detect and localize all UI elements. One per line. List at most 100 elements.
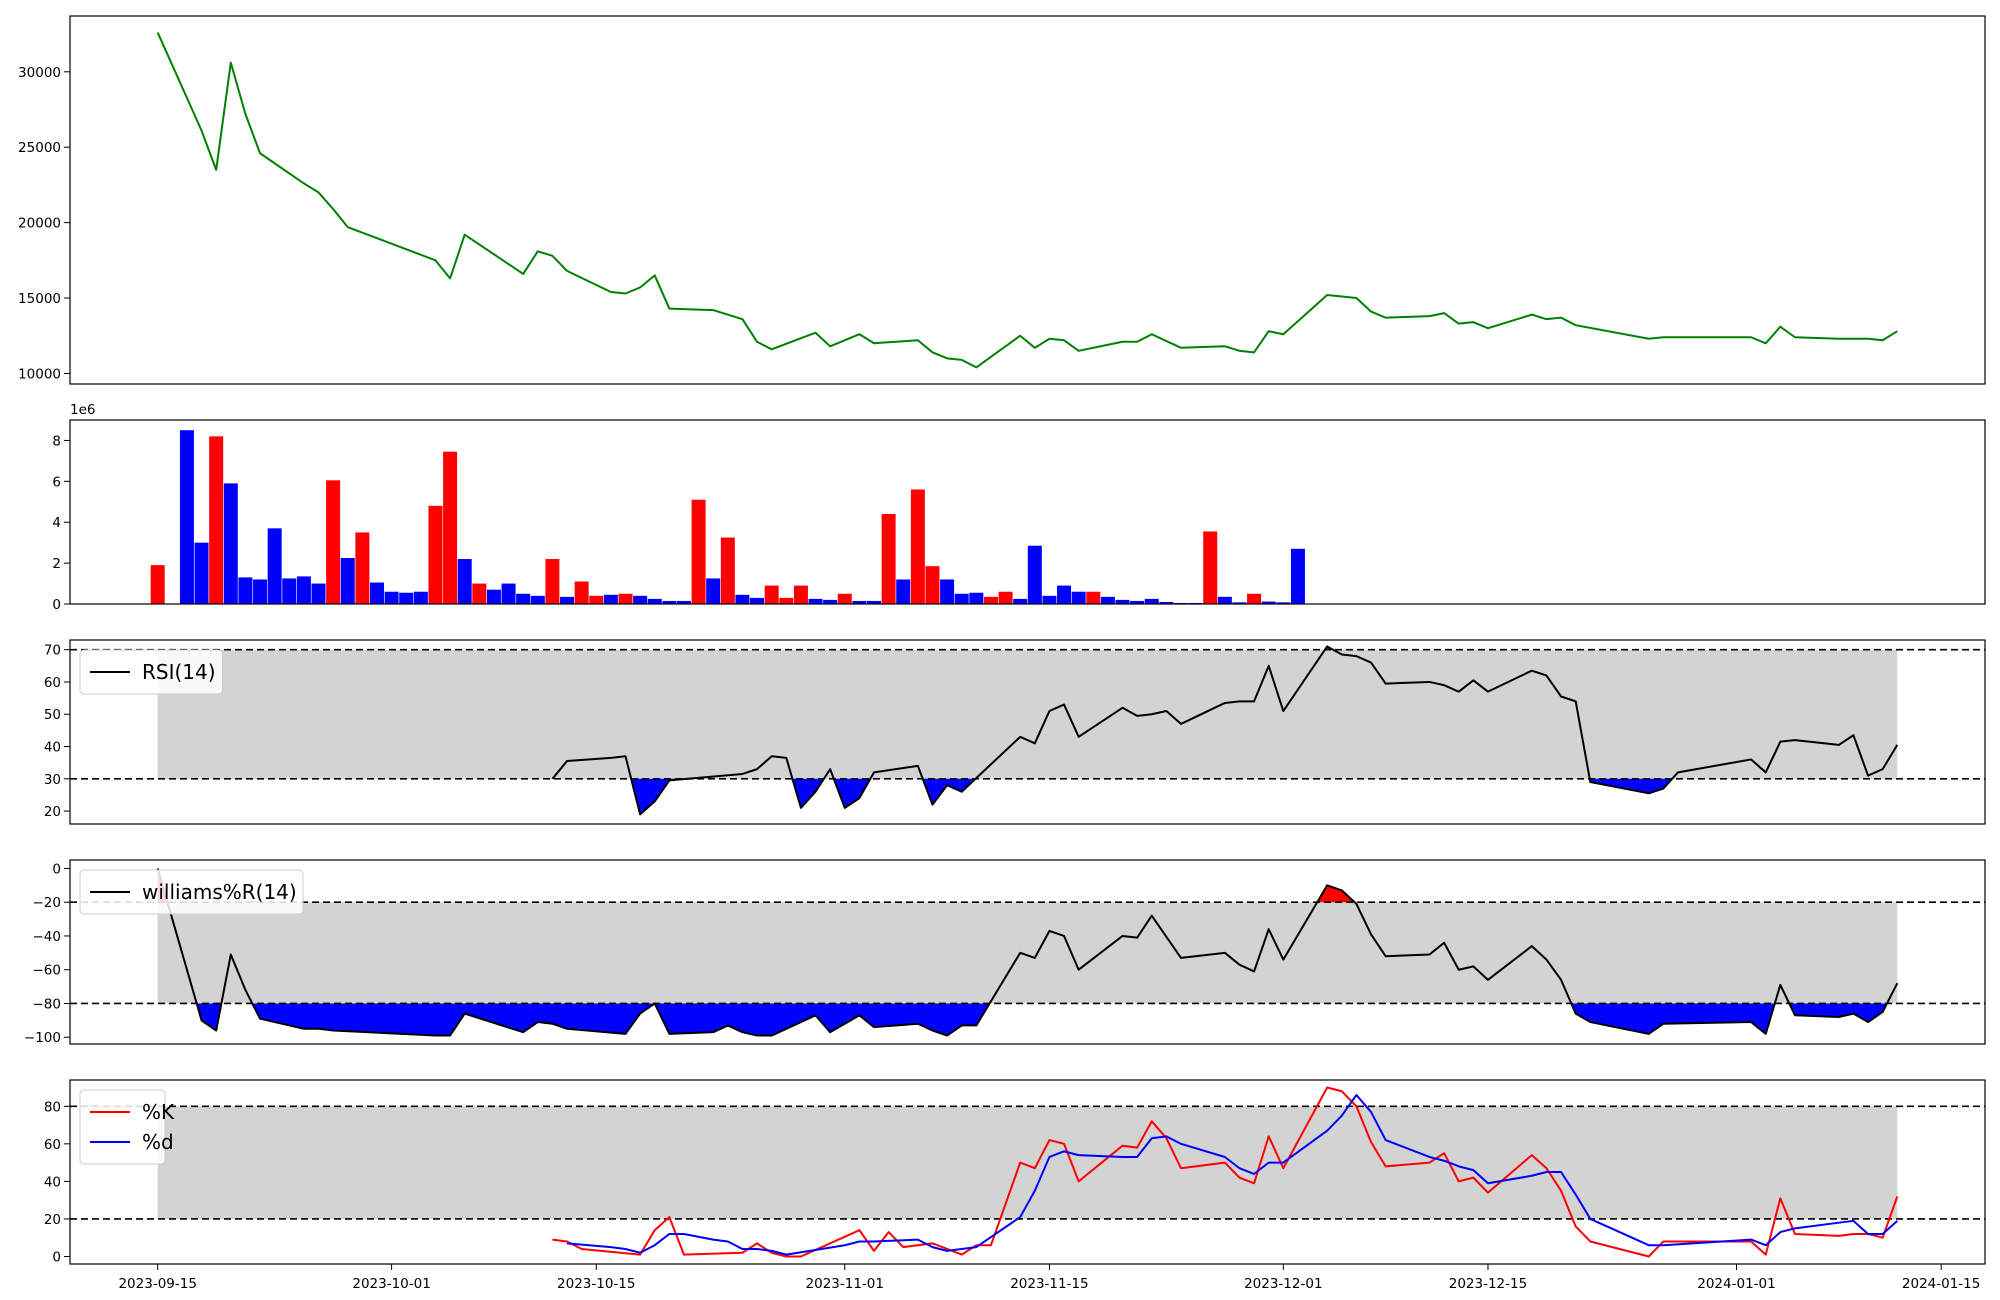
volume-bar bbox=[1276, 602, 1291, 604]
series-line-d bbox=[566, 1094, 1898, 1256]
volume-bar bbox=[223, 483, 238, 604]
legend: williams%R(14) bbox=[79, 869, 304, 915]
volume-bar bbox=[1086, 591, 1101, 604]
plot-area bbox=[70, 1086, 1985, 1258]
volume-bar bbox=[1217, 596, 1232, 604]
volume-bar bbox=[560, 596, 575, 604]
volume-bar bbox=[925, 566, 940, 604]
axes-frame bbox=[69, 859, 1986, 1045]
x-tick-label: 2024-01-01 bbox=[1697, 1276, 1775, 1292]
legend-box bbox=[79, 869, 304, 915]
axes-frame bbox=[69, 15, 1986, 385]
volume-bar bbox=[983, 596, 998, 604]
volume-bar bbox=[457, 559, 472, 604]
oversold-fill bbox=[922, 778, 976, 805]
volume-bar bbox=[881, 514, 896, 604]
volume-bar bbox=[472, 583, 487, 604]
volume-bar bbox=[750, 597, 765, 604]
volume-bar bbox=[1290, 548, 1305, 604]
volume-bar bbox=[662, 600, 677, 604]
volume-bar bbox=[1159, 601, 1174, 604]
volume-bar bbox=[1203, 531, 1218, 604]
volume-bar bbox=[603, 594, 618, 604]
volume-bar bbox=[150, 565, 165, 604]
volume-bar bbox=[530, 595, 545, 604]
volume-bar bbox=[1100, 596, 1115, 604]
volume-bar bbox=[633, 595, 648, 604]
volume-bar bbox=[808, 598, 823, 604]
y-tick-label: 10000 bbox=[18, 366, 61, 382]
y-tick-label: 20000 bbox=[18, 216, 61, 232]
y-tick-label: −40 bbox=[33, 929, 62, 945]
volume-bar bbox=[1057, 585, 1072, 604]
y-tick-label: 25000 bbox=[18, 140, 61, 156]
y-tick-label: −20 bbox=[33, 895, 62, 911]
y-tick-label: 30 bbox=[44, 772, 61, 788]
volume-bar bbox=[1261, 601, 1276, 604]
x-tick-label: 2023-11-15 bbox=[1010, 1276, 1088, 1292]
x-tick-label: 2024-01-15 bbox=[1902, 1276, 1980, 1292]
volume-bar bbox=[647, 598, 662, 604]
axes-frame bbox=[69, 1079, 1986, 1265]
y-tick-label: 0 bbox=[52, 1249, 61, 1265]
volume-bar bbox=[326, 480, 341, 604]
volume-bar bbox=[413, 591, 428, 604]
y-tick-label: 2 bbox=[52, 556, 61, 572]
panel-price: 10000 15000 20000 25000 30000 bbox=[18, 15, 1986, 385]
y-tick-label: 20 bbox=[44, 804, 61, 820]
y-tick-label: 80 bbox=[44, 1099, 61, 1115]
oversold-fill bbox=[792, 778, 824, 808]
volume-bar bbox=[1130, 600, 1145, 604]
volume-bar bbox=[282, 578, 297, 604]
volume-bar bbox=[574, 581, 589, 604]
legend-label: %d bbox=[142, 1130, 174, 1154]
series-line-k bbox=[552, 1086, 1899, 1258]
oversold-fill bbox=[1589, 778, 1673, 794]
axes-frame bbox=[69, 419, 1986, 605]
volume-bar bbox=[940, 579, 955, 604]
volume-bar bbox=[720, 537, 735, 604]
volume-bar bbox=[1144, 598, 1159, 604]
volume-bar bbox=[443, 451, 458, 604]
volume-bar bbox=[311, 583, 326, 604]
legend: RSI(14) bbox=[79, 649, 223, 695]
volume-bar bbox=[779, 597, 794, 604]
offset-label: 1e6 bbox=[70, 402, 95, 418]
plot-area bbox=[156, 32, 1898, 369]
plot-area bbox=[70, 645, 1985, 816]
oversold-fill bbox=[1789, 1003, 1887, 1023]
oversold-fill bbox=[1571, 1003, 1775, 1034]
panel-volume: 0 2 4 6 8 1e6 bbox=[52, 402, 1986, 613]
volume-bar bbox=[1115, 599, 1130, 604]
volume-bar bbox=[1027, 545, 1042, 604]
panel-stochastic: 0 20 40 60 80 2023-09-15 2023-10-01 2023-10-15 2… bbox=[44, 1079, 1986, 1292]
indicator-band bbox=[157, 1106, 1898, 1219]
legend-label: %K bbox=[142, 1100, 175, 1124]
panel-williams: −100 −80 −60 −40 −20 0 williams%R(14) bbox=[24, 859, 1986, 1046]
volume-bar bbox=[399, 592, 414, 604]
y-tick-label: 0 bbox=[52, 597, 61, 613]
y-tick-label: 30000 bbox=[18, 65, 61, 81]
volume-bar bbox=[589, 595, 604, 604]
volume-bar bbox=[618, 593, 633, 604]
volume-bar bbox=[355, 532, 370, 604]
y-tick-label: 20 bbox=[44, 1212, 61, 1228]
x-tick-label: 2023-10-15 bbox=[557, 1276, 635, 1292]
volume-bar bbox=[852, 600, 867, 604]
volume-bar bbox=[867, 600, 882, 604]
x-tick-label: 2023-09-15 bbox=[118, 1276, 196, 1292]
volume-bar bbox=[194, 542, 209, 604]
y-tick-label: 40 bbox=[44, 1174, 61, 1190]
x-tick-label: 2023-11-01 bbox=[806, 1276, 884, 1292]
volume-bar bbox=[179, 430, 194, 604]
overbought-fill bbox=[1317, 885, 1355, 903]
axes-frame bbox=[69, 639, 1986, 825]
y-tick-label: 0 bbox=[52, 861, 61, 877]
volume-bar bbox=[764, 585, 779, 604]
volume-bar bbox=[793, 585, 808, 604]
plot-area bbox=[70, 868, 1985, 1037]
y-tick-label: 60 bbox=[44, 675, 61, 691]
volume-bar bbox=[340, 558, 355, 604]
indicator-band bbox=[157, 649, 1898, 779]
